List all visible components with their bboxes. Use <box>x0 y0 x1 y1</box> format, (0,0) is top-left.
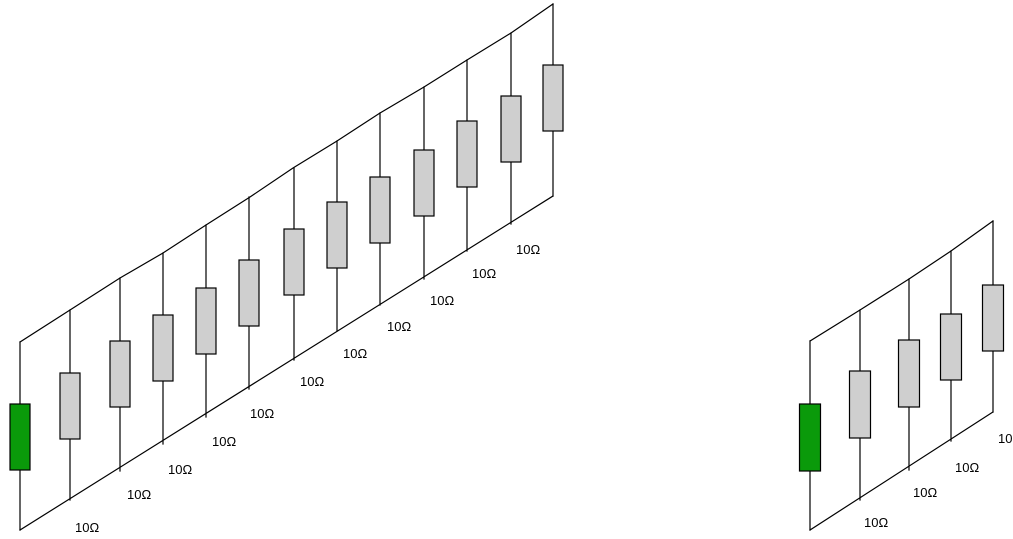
bottom-rail-wire <box>19 195 554 531</box>
resistor <box>456 120 478 188</box>
top-rail-wire <box>809 220 994 342</box>
resistor <box>109 340 131 408</box>
voltage-source <box>798 403 822 472</box>
resistor-label: 10Ω <box>168 462 192 477</box>
resistor-label: 10Ω <box>343 346 367 361</box>
resistor <box>238 259 260 327</box>
resistor <box>500 95 522 163</box>
resistor <box>369 176 391 244</box>
voltage-source <box>9 403 31 471</box>
resistor-label: 10Ω <box>864 515 888 530</box>
resistor <box>326 201 348 269</box>
resistor <box>848 370 872 439</box>
resistor <box>413 149 435 217</box>
resistor-label: 10Ω <box>998 431 1013 446</box>
resistor-label: 10Ω <box>472 266 496 281</box>
resistor-label: 10Ω <box>75 520 99 535</box>
resistor <box>897 339 921 408</box>
resistor-label: 10Ω <box>913 485 937 500</box>
resistor-label: 10Ω <box>430 293 454 308</box>
resistor <box>283 228 305 296</box>
resistor <box>59 372 81 440</box>
bottom-rail-wire <box>809 411 994 531</box>
resistor-label: 10Ω <box>955 460 979 475</box>
resistor-label: 10Ω <box>250 406 274 421</box>
resistor <box>195 287 217 355</box>
resistor <box>152 314 174 382</box>
resistor-label: 10Ω <box>212 434 236 449</box>
resistor-label: 10Ω <box>387 319 411 334</box>
resistor <box>542 64 564 132</box>
resistor-label: 10Ω <box>516 242 540 257</box>
large-ladder: 10Ω 10Ω 10Ω 10Ω 10Ω 10Ω 10Ω 10Ω 10Ω 10Ω 10Ω <box>9 3 564 535</box>
resistor <box>939 313 963 381</box>
small-ladder: 10Ω 10Ω 10Ω 10Ω <box>798 220 1013 531</box>
resistor-label: 10Ω <box>300 374 324 389</box>
resistor-label: 10Ω <box>127 487 151 502</box>
resistor <box>981 284 1005 352</box>
